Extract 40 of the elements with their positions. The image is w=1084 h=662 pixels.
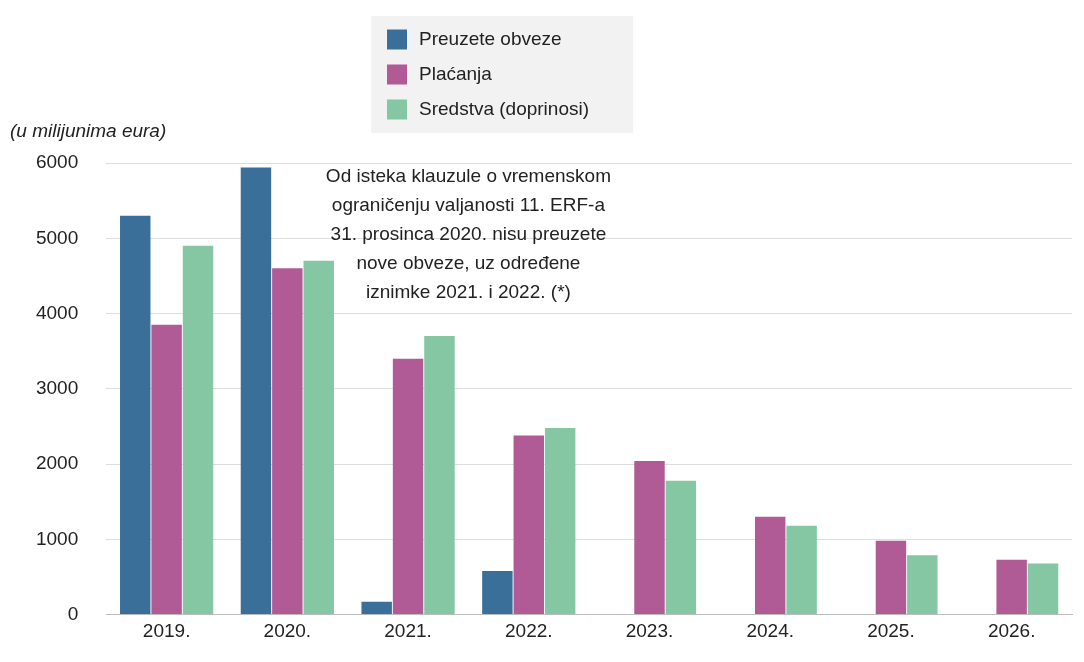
bar: [151, 324, 182, 615]
y-tick-label: 6000: [35, 151, 79, 173]
y-tick-label: 4000: [35, 301, 79, 323]
bar: [361, 601, 392, 615]
bar: [513, 435, 544, 615]
legend-label: Sredstva (doprinosi): [419, 97, 590, 119]
bar: [240, 167, 272, 615]
bar: [272, 268, 303, 615]
y-tick-label: 2000: [35, 452, 79, 474]
bar: [1027, 563, 1059, 615]
bar: [303, 260, 334, 615]
bar: [392, 358, 424, 615]
bar: [665, 480, 697, 615]
bar: [875, 540, 907, 615]
bar: [120, 215, 151, 615]
x-tick-label: 2025.: [867, 620, 915, 642]
legend-label: Preuzete obveze: [419, 27, 562, 49]
x-tick-label: 2024.: [746, 620, 794, 642]
y-axis-title: (u milijunima eura): [10, 120, 167, 141]
x-tick-label: 2020.: [263, 620, 312, 642]
bar: [482, 570, 513, 615]
bar: [996, 559, 1027, 615]
x-tick-label: 2023.: [625, 620, 674, 642]
bar: [907, 555, 938, 615]
y-tick-label: 0: [67, 602, 79, 624]
bar: [634, 461, 665, 615]
x-tick-label: 2026.: [987, 620, 1036, 642]
bar: [424, 336, 455, 615]
y-tick-label: 1000: [35, 527, 79, 549]
y-tick-label: 5000: [35, 226, 79, 248]
annotation: Od isteka klauzule o vremenskom ograničenju valjanosti 11. ERF-a 31. prosinca 2020. nisu preuzete nove obveze, uz određene iznimke 2021. i 2022. (*): [325, 165, 611, 303]
y-tick-label: 3000: [35, 377, 79, 399]
bar: [786, 525, 817, 615]
x-tick-label: 2021.: [384, 620, 432, 642]
bar: [544, 427, 576, 615]
x-tick-label: 2022.: [505, 620, 553, 642]
bar: [182, 245, 214, 615]
legend-label: Plaćanja: [419, 62, 493, 84]
bar: [754, 516, 786, 615]
x-tick-label: 2019.: [142, 620, 191, 642]
